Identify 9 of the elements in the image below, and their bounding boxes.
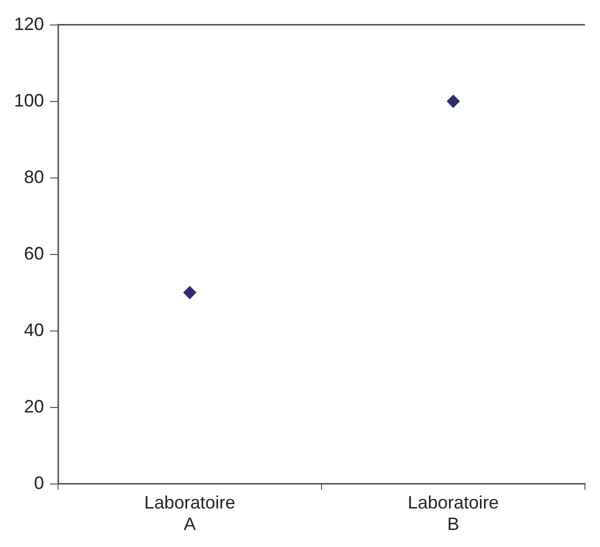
x-tick-label: Laboratoire A [144,492,236,534]
y-tick-label: 40 [24,320,44,340]
y-tick-label: 60 [24,243,44,264]
y-tick-label: 0 [34,472,44,493]
y-tick-label: 20 [24,396,44,416]
y-tick-label: 100 [14,90,44,110]
y-tick-label: 80 [24,166,44,187]
y-tick-label: 120 [14,14,44,34]
x-tick-label: Laboratoire B [408,492,499,534]
